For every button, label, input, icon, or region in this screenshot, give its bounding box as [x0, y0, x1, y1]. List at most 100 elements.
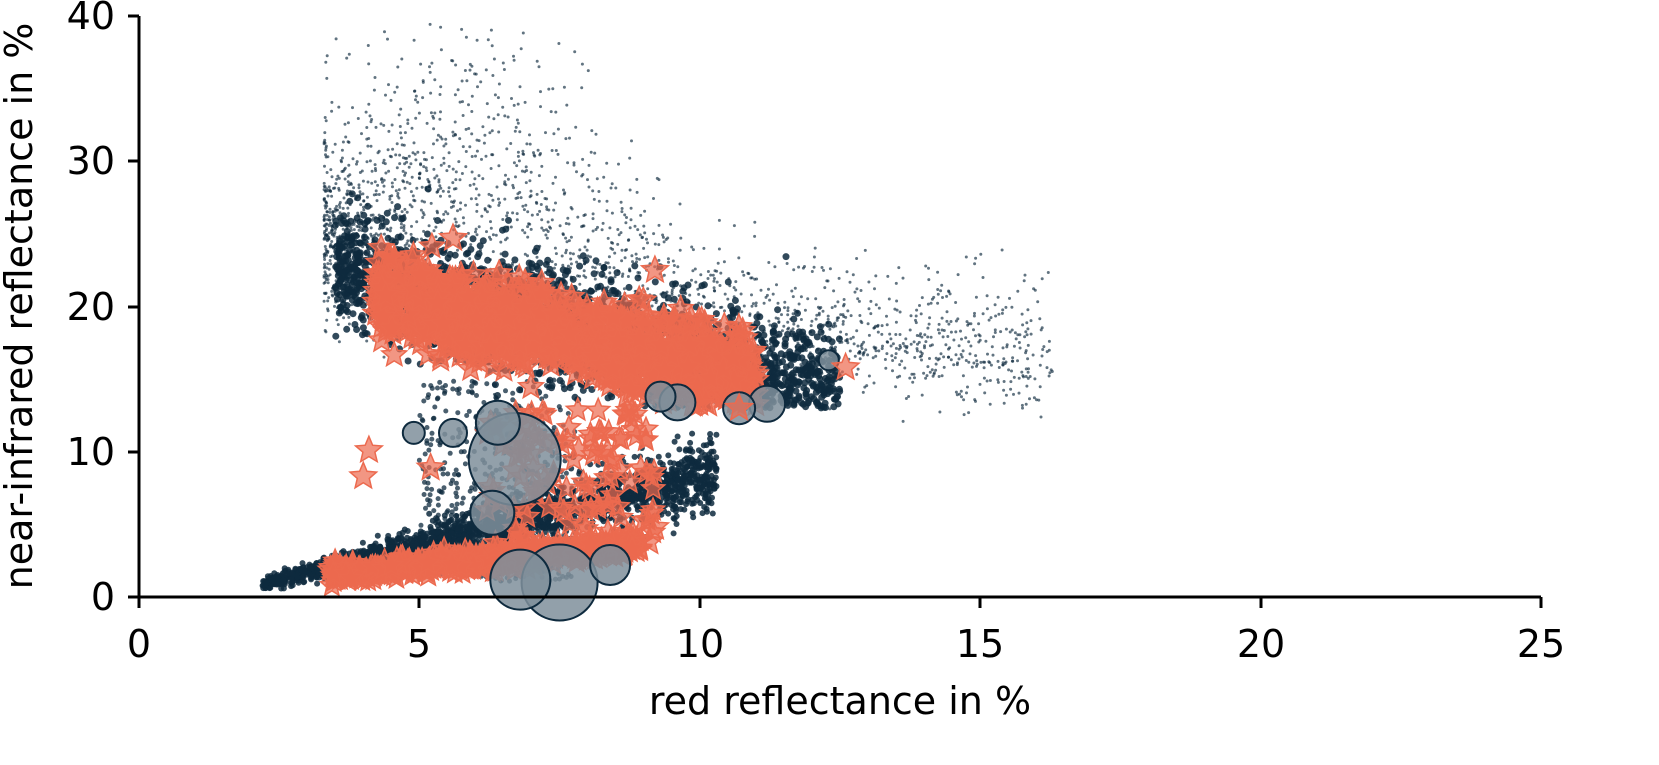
scatter-point	[985, 294, 989, 298]
scatter-point	[410, 205, 414, 209]
scatter-point	[430, 61, 434, 65]
scatter-point	[894, 333, 898, 336]
scatter-point	[844, 315, 848, 319]
scatter-point	[382, 158, 386, 162]
scatter-point	[384, 171, 388, 175]
scatter-point	[524, 181, 528, 185]
scatter-point	[536, 148, 540, 152]
scatter-point	[605, 199, 609, 203]
scatter-point	[790, 315, 798, 323]
scatter-point	[359, 331, 366, 339]
scatter-point	[545, 236, 549, 240]
scatter-point	[424, 185, 432, 193]
scatter-point	[322, 255, 326, 259]
scatter-point	[351, 157, 355, 161]
scatter-point	[894, 352, 898, 356]
scatter-point	[443, 408, 449, 414]
scatter-point	[415, 186, 419, 190]
scatter-point	[651, 278, 659, 286]
scatter-point	[1045, 366, 1049, 370]
scatter-point	[322, 181, 326, 185]
scatter-point	[490, 44, 494, 48]
scatter-point	[342, 196, 346, 200]
scatter-point	[473, 72, 477, 76]
scatter-point	[608, 271, 612, 275]
scatter-point	[434, 217, 442, 224]
scatter-point	[539, 105, 542, 109]
scatter-point	[537, 174, 541, 178]
scatter-point	[712, 301, 716, 305]
scatter-point	[564, 137, 568, 141]
scatter-point	[1046, 271, 1050, 274]
scatter-point	[662, 240, 666, 244]
scatter-point	[429, 91, 433, 95]
scatter-point	[817, 328, 825, 336]
scatter-point	[475, 38, 479, 42]
scatter-point	[929, 301, 933, 305]
scatter-point	[923, 333, 927, 337]
scatter-point	[784, 330, 792, 338]
scatter-point	[1039, 328, 1043, 332]
scatter-point	[985, 379, 989, 383]
scatter-point	[464, 150, 468, 153]
scatter-point	[750, 276, 754, 280]
scatter-point	[834, 324, 838, 328]
scatter-point	[920, 393, 924, 397]
scatter-point	[672, 264, 676, 267]
scatter-point	[369, 232, 373, 236]
scatter-point	[1007, 368, 1011, 372]
scatter-point	[447, 151, 451, 155]
scatter-point	[994, 314, 998, 318]
scatter-point	[937, 322, 941, 326]
scatter-point	[640, 236, 644, 240]
scatter-point	[949, 358, 953, 362]
scatter-point	[533, 262, 541, 270]
scatter-point	[880, 332, 884, 336]
scatter-point	[972, 314, 976, 318]
scatter-point	[574, 125, 578, 129]
scatter-point	[940, 283, 944, 287]
scatter-point	[885, 352, 889, 356]
scatter-point	[432, 167, 436, 171]
scatter-point	[610, 287, 618, 295]
scatter-point	[455, 485, 460, 491]
scatter-point	[741, 270, 745, 274]
scatter-point	[1017, 376, 1021, 380]
scatter-point	[536, 368, 544, 376]
scatter-point	[474, 197, 478, 201]
scatter-point	[393, 178, 397, 181]
scatter-point	[1012, 392, 1015, 396]
scatter-point	[737, 256, 741, 260]
scatter-point	[422, 151, 426, 155]
scatter-point	[405, 160, 409, 164]
scatter-point	[399, 131, 403, 135]
scatter-point	[630, 139, 633, 143]
scatter-point	[470, 155, 474, 158]
scatter-point	[384, 234, 392, 242]
scatter-point	[387, 169, 391, 173]
scatter-point	[345, 56, 349, 60]
scatter-point	[732, 286, 736, 290]
scatter-point	[349, 310, 357, 318]
scatter-point	[938, 410, 942, 414]
scatter-point	[667, 260, 670, 264]
scatter-point	[331, 150, 335, 154]
scatter-point	[397, 196, 401, 200]
scatter-point	[1025, 384, 1029, 388]
scatter-point	[461, 100, 464, 104]
scatter-point	[932, 371, 936, 375]
scatter-point	[336, 208, 340, 212]
scatter-point	[989, 316, 993, 320]
scatter-point	[331, 283, 339, 291]
scatter-point	[382, 184, 386, 188]
scatter-point	[335, 252, 343, 259]
scatter-point	[974, 295, 978, 299]
scatter-point	[534, 200, 538, 204]
scatter-point	[469, 235, 477, 243]
scatter-point	[866, 322, 870, 326]
scatter-point	[414, 94, 418, 98]
scatter-point	[635, 177, 639, 181]
scatter-point	[365, 339, 369, 343]
scatter-point	[352, 186, 356, 190]
scatter-point	[428, 22, 432, 26]
